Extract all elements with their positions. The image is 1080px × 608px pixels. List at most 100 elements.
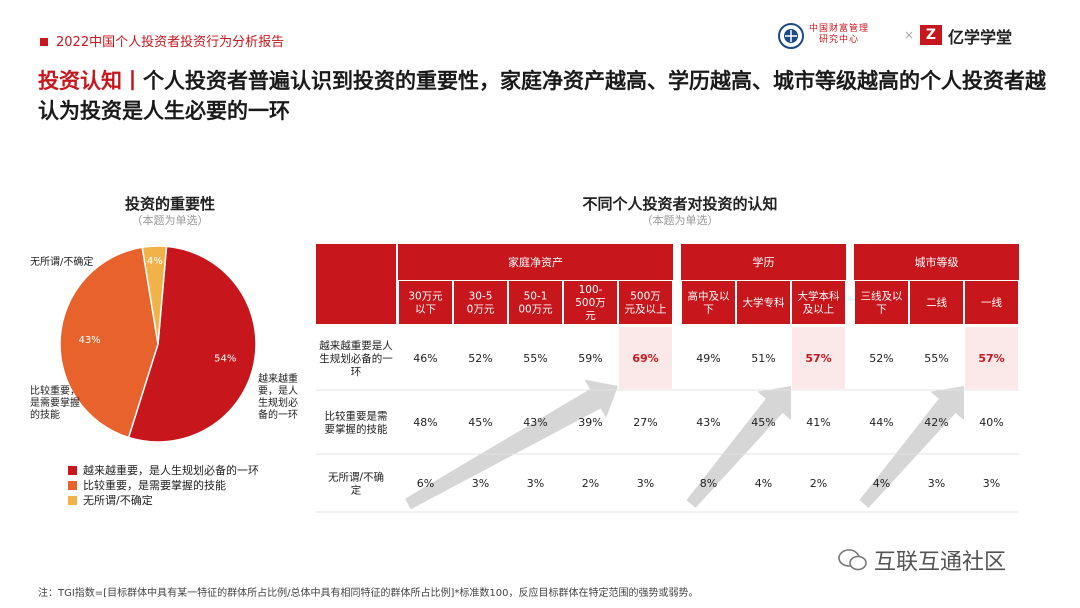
- legend-label: 比较重要，是需要掌握的技能: [83, 479, 226, 492]
- table-cell-value: 57%: [805, 352, 831, 365]
- table-cell-value: 49%: [696, 352, 720, 365]
- pie-title: 投资的重要性: [124, 195, 215, 213]
- column-header-bg: [682, 281, 735, 324]
- table-cell-value: 52%: [468, 352, 492, 365]
- column-header-bg: [737, 281, 790, 324]
- table-cell-value: 3%: [928, 477, 945, 490]
- table-cell-value: 51%: [751, 352, 775, 365]
- column-header: 三线及以下: [861, 290, 903, 316]
- cognition-table: 家庭净资产 30万元以下 30-5 0万元 50-1 00万元 100-500万元 500万元…: [316, 244, 1019, 513]
- group-header: 城市等级: [915, 255, 959, 269]
- table-cell-value: 57%: [978, 352, 1004, 365]
- legend-label: 越来越重要，是人生规划必备的一环: [83, 464, 259, 477]
- table-cell-value: 55%: [924, 352, 948, 365]
- table-cell-value: 48%: [413, 416, 437, 429]
- column-header-bg: [910, 281, 963, 324]
- wechat-icon: [838, 549, 867, 571]
- yixue-logo-icon: Z: [920, 25, 942, 45]
- times-separator: ×: [904, 28, 915, 42]
- table-cell-value: 4%: [755, 477, 772, 490]
- table-cell-value: 3%: [637, 477, 654, 490]
- table-note: （本题为单选）: [641, 214, 719, 227]
- column-header: 大学专科: [743, 296, 785, 309]
- table-cell-value: 41%: [806, 416, 830, 429]
- research-center-logo-icon: [778, 23, 804, 49]
- table-cell-value: 52%: [869, 352, 893, 365]
- pie-label-uncertain: 无所谓/不确定: [30, 257, 94, 268]
- column-header-bg: [792, 281, 845, 324]
- table-cell-value: 39%: [578, 416, 602, 429]
- header-marker: [40, 38, 48, 46]
- pie-label-important: 比较重要，是需要掌握的技能: [30, 386, 80, 421]
- pie-label-very-important: 越来越重要，是人生规划必备的一环: [258, 374, 298, 421]
- legend-swatch-orange: [68, 481, 77, 490]
- table-cell-value: 69%: [632, 352, 658, 365]
- table-title: 不同个人投资者对投资的认知: [582, 195, 778, 213]
- group-header: 家庭净资产: [508, 255, 563, 269]
- column-header: 50-1 00万元: [518, 291, 553, 316]
- yixue-logo-name: 亿学学堂: [948, 28, 1013, 47]
- table-cell-value: 6%: [417, 477, 434, 490]
- legend-swatch-red: [68, 466, 77, 475]
- highlight-cell-bg: [619, 327, 672, 389]
- column-header-bg: [965, 281, 1018, 324]
- legend-item-very-important: 越来越重要，是人生规划必备的一环: [68, 462, 259, 478]
- table-cell-value: 42%: [924, 416, 948, 429]
- logo1-line1: 中国财富管理: [809, 24, 870, 34]
- column-header: 500万元及以上: [625, 291, 667, 316]
- table-cell-value: 43%: [696, 416, 720, 429]
- table-cell-value: 4%: [873, 477, 890, 490]
- group-header-bg: [398, 244, 673, 280]
- highlight-cell-bg: [965, 327, 1018, 389]
- table-cell-value: 2%: [582, 477, 599, 490]
- table-cell-value: 45%: [751, 416, 775, 429]
- research-center-logo-text: 中国财富管理 研究中心: [809, 24, 869, 46]
- logo1-line2: 研究中心: [819, 35, 860, 45]
- table-cell-value: 3%: [983, 477, 1000, 490]
- group-header-bg: [854, 244, 1019, 280]
- trend-arrow: [686, 385, 792, 508]
- group-header: 学历: [753, 255, 775, 269]
- trend-arrow-shape: [686, 385, 792, 508]
- headline-text: 个人投资者普遍认识到投资的重要性，家庭净资产越高、学历越高、城市等级越高的个人投…: [38, 69, 1046, 123]
- pie-slice-value: 4%: [147, 256, 163, 267]
- column-header-bg: [619, 281, 672, 324]
- column-header-bg: [564, 281, 617, 324]
- pie-note: （本题为单选）: [131, 214, 209, 227]
- table-cell-value: 3%: [527, 477, 544, 490]
- column-header-bg: [399, 281, 452, 324]
- table-cell-value: 40%: [979, 416, 1003, 429]
- column-header: 大学本科及以上: [798, 290, 840, 316]
- row-label: 越来越重要是人生规划必备的一环: [319, 339, 393, 378]
- column-header-bg: [454, 281, 507, 324]
- column-header: 二线: [926, 296, 947, 309]
- legend-swatch-yellow: [68, 496, 77, 505]
- headline: 投资认知丨个人投资者普遍认识到投资的重要性，家庭净资产越高、学历越高、城市等级越…: [38, 66, 1048, 126]
- pie-slice: [59, 246, 159, 439]
- table-cell-value: 2%: [810, 477, 827, 490]
- pie-slice: [127, 245, 257, 443]
- table-cell-value: 43%: [523, 416, 547, 429]
- pie-chart: 54% 43% 4%: [59, 245, 257, 443]
- column-header-bg: [509, 281, 562, 324]
- trend-arrow-shape: [859, 385, 965, 508]
- highlight-cell-bg: [792, 327, 845, 389]
- pie-slice: [141, 245, 168, 345]
- column-header-bg: [855, 281, 908, 324]
- trend-arrow-shape: [405, 379, 619, 510]
- table-cell-value: 3%: [472, 477, 489, 490]
- column-header: 高中及以下: [688, 290, 730, 316]
- headline-tag: 投资认知丨: [38, 69, 143, 93]
- table-cell-value: 55%: [523, 352, 547, 365]
- pie-slice-value: 43%: [78, 335, 100, 346]
- row-label: 比较重要是需要掌握的技能: [325, 410, 388, 436]
- legend-item-important: 比较重要，是需要掌握的技能: [68, 477, 226, 493]
- row-header-corner: [316, 244, 396, 324]
- footnote: 注：TGI指数=[目标群体中具有某一特征的群体所占比例/总体中具有相同特征的群体…: [38, 588, 699, 599]
- table-cell-value: 44%: [869, 416, 893, 429]
- column-header: 一线: [981, 296, 1002, 309]
- table-cell-value: 8%: [700, 477, 717, 490]
- row-label: 无所谓/不确定: [328, 471, 384, 497]
- table-cell-value: 45%: [468, 416, 492, 429]
- column-header: 100-500万元: [575, 284, 606, 322]
